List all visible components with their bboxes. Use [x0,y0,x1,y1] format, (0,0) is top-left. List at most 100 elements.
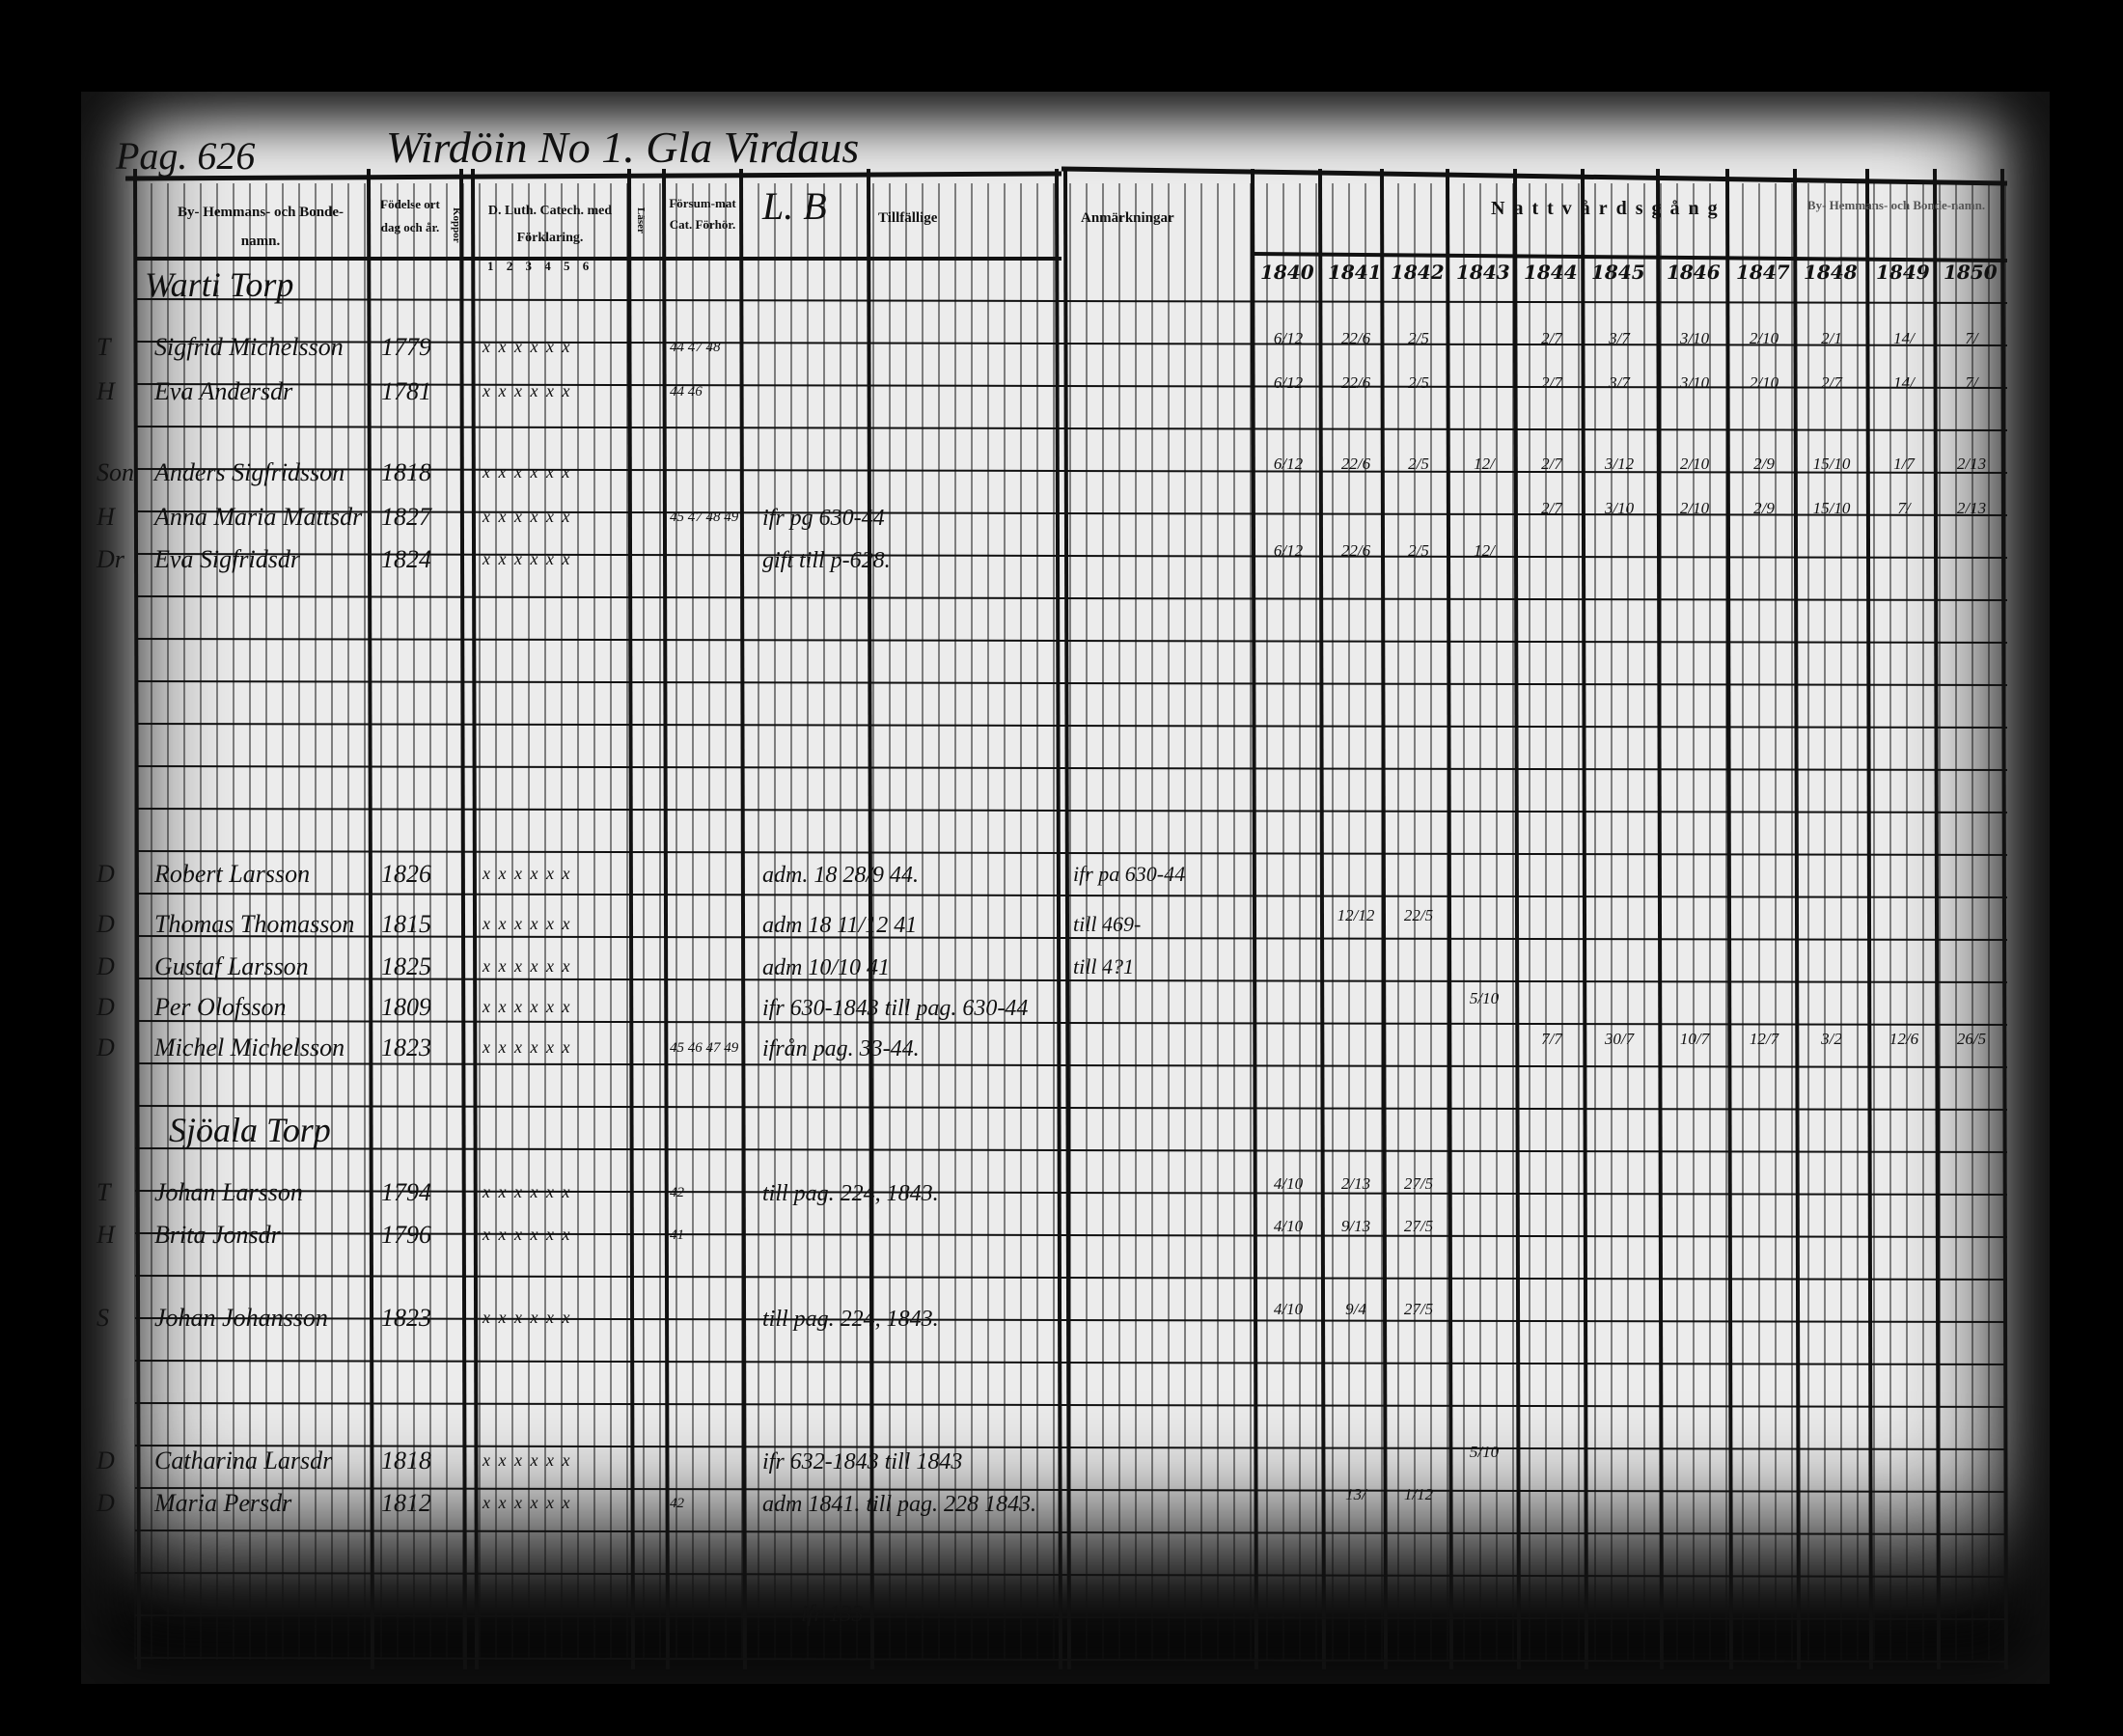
place-title: Wirdöin No 1. Gla Virdaus [386,123,860,172]
col-header-birth: Födelse ort dag och år. [380,197,440,234]
row-line [134,553,2008,559]
person-relation: H [96,503,115,531]
row-line [134,1614,2008,1620]
row-line [134,1360,2008,1365]
row-line [134,808,2008,813]
catechism-marks: x x x x x x [482,549,572,568]
row-line [134,595,2008,601]
communion-entry: 3/12 [1604,455,1635,473]
person-relation: D [96,952,115,980]
birth-year: 1818 [381,1447,431,1474]
row-line [134,510,2008,516]
column-divider [1055,168,1062,1670]
year-header: 1847 [1736,261,1790,284]
person-relation: H [96,1221,115,1249]
birth-year: 1823 [381,1304,431,1332]
communion-entry: 27/5 [1403,1174,1434,1193]
catechism-hearing-years: 45 46 47 49 [670,1040,739,1056]
remark-note: till 4?1 [1073,954,1134,978]
col-header-tillfallige: Tillfällige [878,210,938,226]
communion-entry: 2/10 [1679,455,1710,473]
migration-note: adm 18 11/12 41 [762,913,918,938]
person-name: Anna Maria Mattsdr [154,503,363,531]
communion-entry: 2/5 [1408,455,1429,473]
section-label: Sjöala Torp [169,1111,331,1149]
person-relation: D [96,910,115,938]
person-name: Gustaf Larsson [154,952,309,980]
communion-entry: 6/12 [1273,373,1304,392]
row-line [134,1657,2008,1663]
row-line [134,1020,2008,1026]
catechism-marks: x x x x x x [482,956,572,976]
row-line [134,1105,2008,1111]
communion-entry: 27/5 [1403,1300,1434,1318]
communion-entry: 3/10 [1604,499,1635,517]
communion-entry: 6/12 [1273,541,1304,560]
catechism-hearing-years: 42 [670,1496,684,1511]
col-header-catechism: D. Luth. Catech. med Förklaring. [487,204,613,245]
remark-note: till 469- [1073,912,1142,936]
col-header-read: Läser [635,207,647,234]
row-line [134,468,2008,474]
communion-entry: 5/10 [1469,1443,1500,1461]
year-header: 1849 [1876,261,1930,284]
birth-year: 1809 [381,993,431,1021]
communion-entry: 9/4 [1345,1300,1366,1318]
birth-year: 1823 [381,1033,431,1061]
person-relation: D [96,993,115,1021]
row-line [134,765,2008,771]
footer-note: ifr 133 [801,1602,864,1627]
birth-year: 1796 [381,1221,431,1249]
communion-entry: 2/5 [1408,373,1429,392]
row-line [134,1232,2008,1238]
communion-entry: 2/1 [1821,329,1842,347]
column-divider [471,168,479,1670]
communion-entry: 12/ [1474,455,1495,473]
migration-note: adm 1841. till pag. 228 1843. [762,1492,1037,1517]
person-name: Maria Persdr [154,1489,292,1517]
row-line [134,383,2008,389]
col-header-name: By- Hemmans- och Bonde-namn. [177,205,345,249]
column-divider [1933,168,1941,1670]
left-mark: L. B [762,184,827,228]
communion-entry: 12/ [1474,541,1495,560]
catechism-marks: x x x x x x [482,1450,572,1470]
header-rule [124,171,1062,181]
communion-entry: 2/10 [1749,329,1779,347]
catechism-hearing-years: 45 47 48 49 [670,510,739,525]
person-relation: T [96,333,111,361]
communion-entry: 3/7 [1609,329,1630,347]
row-line [134,1275,2008,1281]
column-divider [1251,168,1258,1670]
communion-entry: 22/6 [1340,541,1371,560]
person-relation: D [96,1447,115,1474]
communion-entry: 5/10 [1469,989,1500,1007]
catechism-hearing-years: 44 46 [670,384,703,400]
person-relation: S [96,1304,109,1332]
communion-entry: 2/13 [1956,499,1987,517]
catechism-marks: x x x x x x [482,1182,572,1201]
col-header-vaccinated: Koppor [451,207,462,243]
col-header-anmarkningar: Anmärkningar [1081,210,1174,226]
communion-entry: 2/5 [1408,541,1429,560]
column-divider [627,168,635,1670]
communion-entry: 27/5 [1403,1217,1434,1235]
column-divider [1513,168,1521,1670]
catechism-marks: x x x x x x [482,914,572,933]
column-divider [1865,168,1873,1670]
migration-note: ifrån pag. 33-44. [762,1036,920,1061]
row-line [134,1317,2008,1323]
col-header-mirror: By- Hemmans- och Bonde-namn. [1806,198,1986,212]
catechism-marks: x x x x x x [482,381,572,400]
birth-year: 1812 [381,1489,431,1517]
column-divider [1656,168,1664,1670]
communion-entry: 14/ [1893,373,1915,392]
person-relation: T [96,1178,111,1206]
communion-entry: 12/7 [1749,1030,1779,1048]
column-divider [662,168,670,1670]
person-relation: Dr [96,545,124,573]
communion-entry: 15/10 [1812,455,1851,473]
catechism-hearing-years: 44 47 48 [670,340,721,355]
communion-entry: 2/10 [1749,373,1779,392]
communion-entry: 12/6 [1889,1030,1919,1048]
